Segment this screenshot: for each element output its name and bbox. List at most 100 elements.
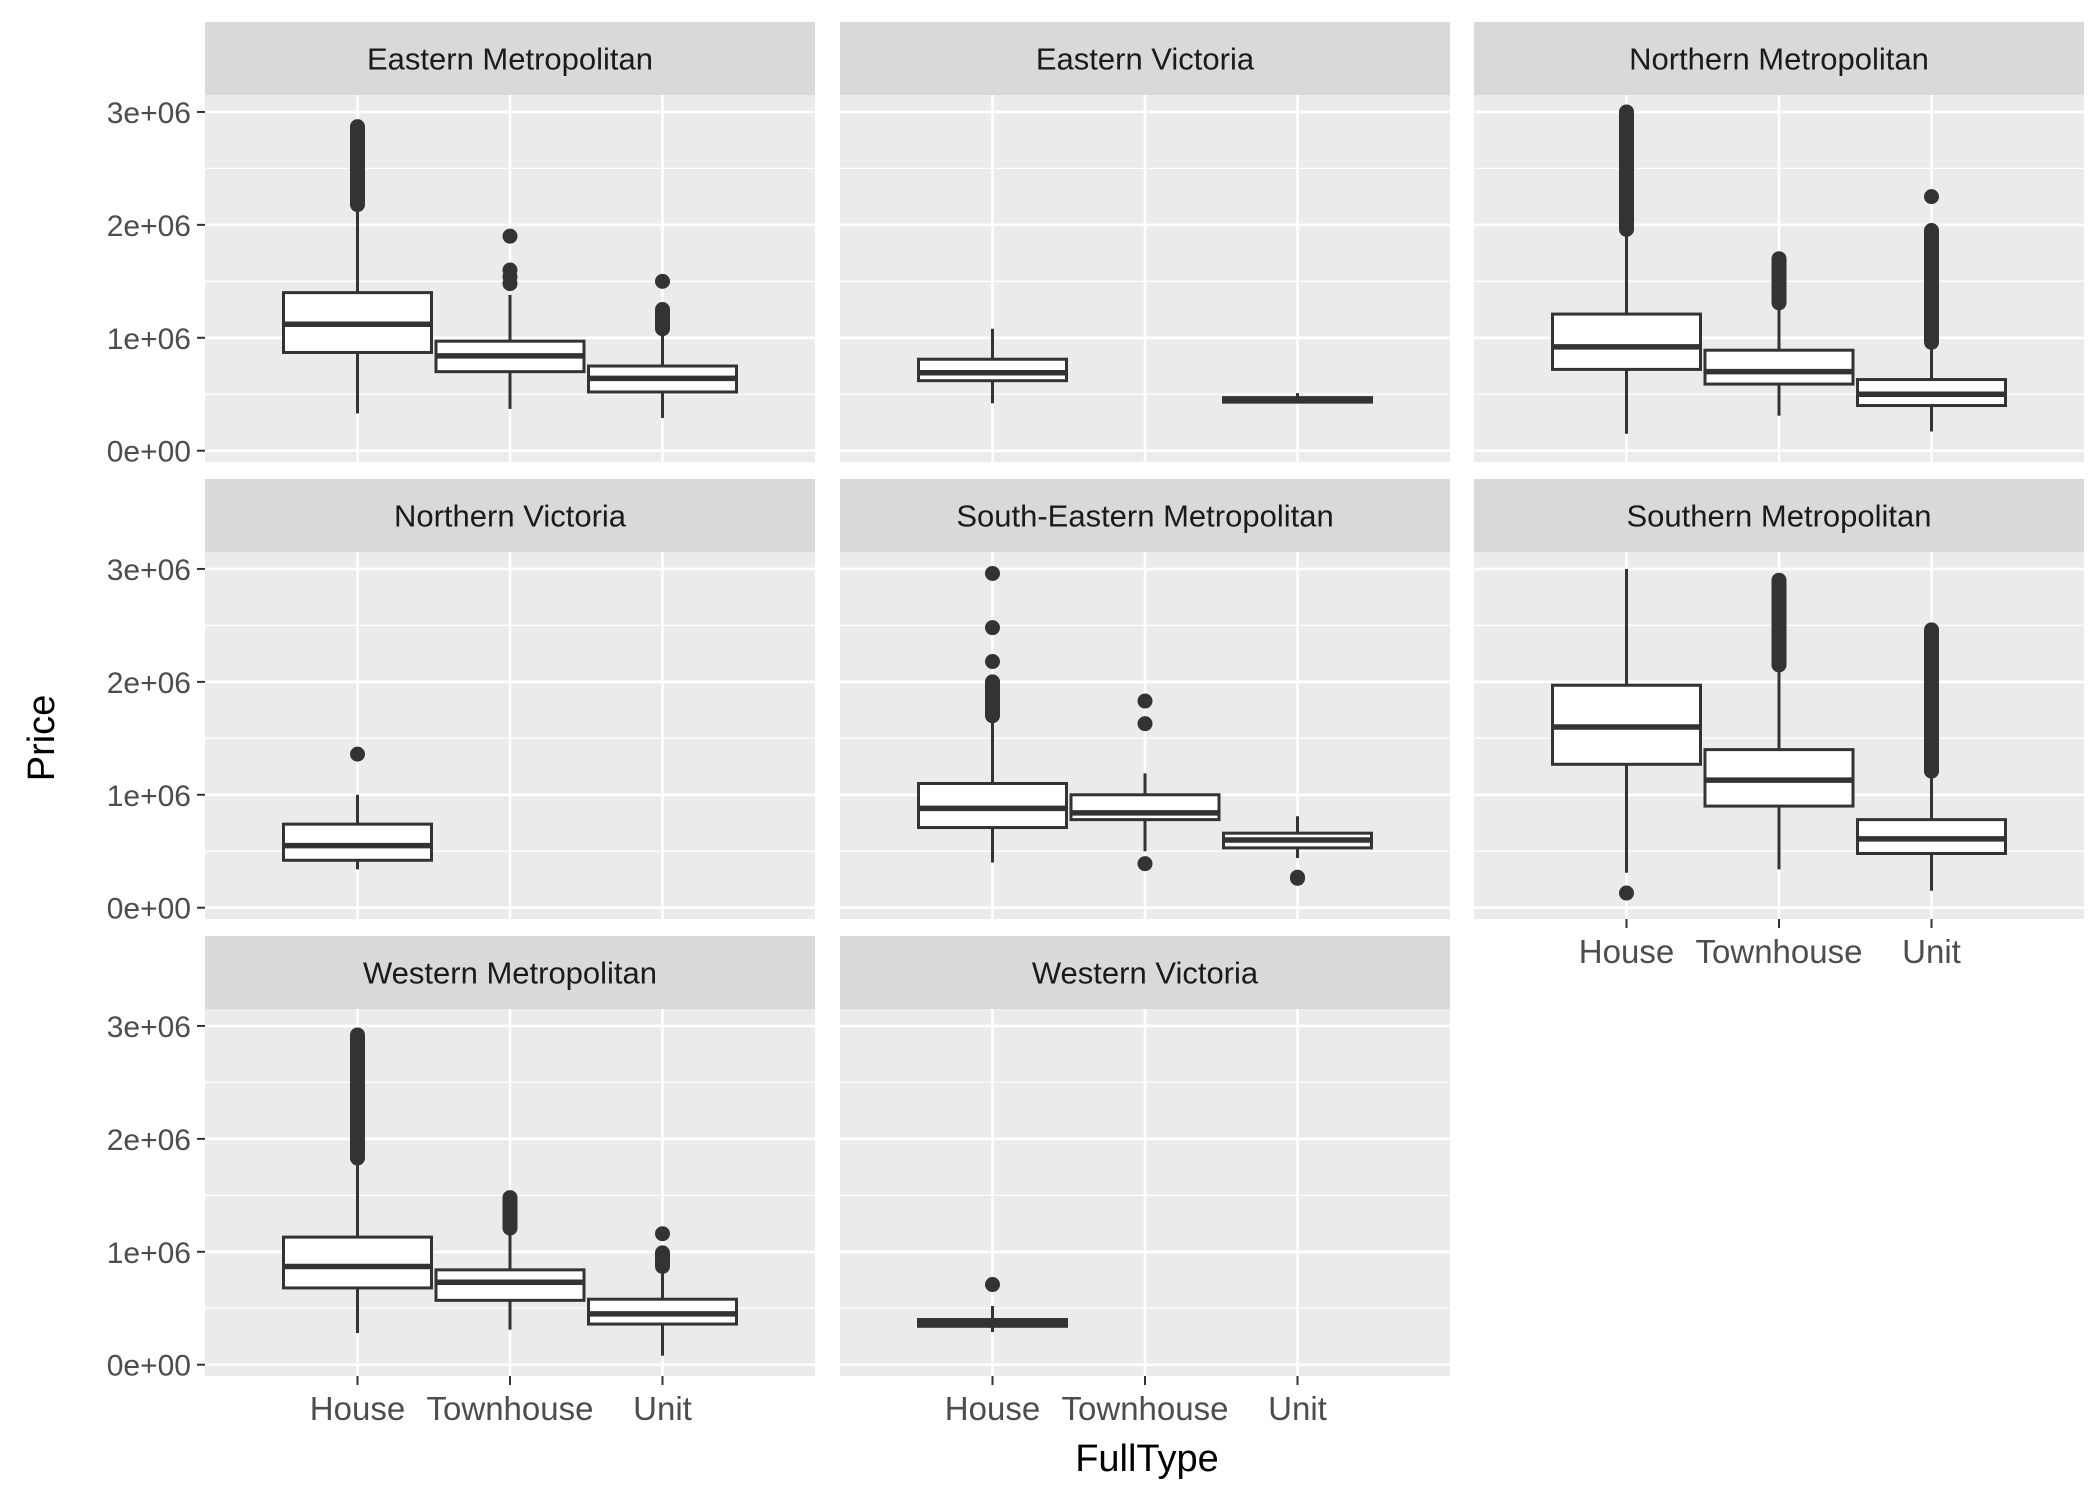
y-tick-label: 2e+06 [107, 1124, 191, 1157]
outlier-point [502, 228, 518, 244]
outlier-point [655, 273, 670, 289]
panel-eastern-victoria: Eastern Victoria [840, 22, 1450, 462]
panel-northern-victoria: Northern Victoria [205, 479, 815, 919]
x-axis-southern-metropolitan: House Townhouse Unit [1579, 919, 1961, 970]
y-axis-northern-victoria: 0e+00 1e+06 2e+06 3e+06 [107, 554, 205, 926]
x-tick-label: House [1579, 933, 1674, 970]
box-northern-metropolitan-house [1551, 104, 1702, 434]
strip-south-eastern-metropolitan [840, 479, 1450, 552]
x-tick-label: House [945, 1390, 1040, 1427]
strip-northern-metropolitan [1474, 22, 2084, 95]
strip-western-metropolitan [205, 936, 815, 1009]
panel-western-metropolitan: Western Metropolitan [205, 936, 815, 1376]
outlier-point [985, 565, 1000, 581]
outlier-point [655, 1226, 670, 1242]
x-axis-title: FullType [1075, 1438, 1219, 1480]
strip-label-northern-victoria: Northern Victoria [394, 499, 627, 534]
box-iqr [282, 822, 433, 862]
y-tick-label: 3e+06 [107, 1011, 191, 1044]
y-tick-label: 1e+06 [107, 780, 191, 813]
box-southern-metropolitan-unit [1856, 622, 2007, 891]
x-tick-label: House [310, 1390, 405, 1427]
x-tick-label: Unit [1902, 933, 1961, 970]
y-tick-label: 3e+06 [107, 97, 191, 130]
y-axis-western-metropolitan: 0e+00 1e+06 2e+06 3e+06 [107, 1011, 205, 1383]
y-tick-label: 0e+00 [107, 1350, 191, 1383]
box-northern-metropolitan-townhouse [1703, 251, 1855, 416]
outlier-point [1290, 870, 1305, 886]
box-south-eastern-metropolitan-house [917, 565, 1068, 863]
strip-label-western-metropolitan: Western Metropolitan [363, 956, 657, 991]
x-tick-label: Townhouse [427, 1390, 594, 1427]
outlier-point [985, 620, 1000, 636]
box-northern-metropolitan-unit [1856, 189, 2007, 432]
box-iqr [282, 1235, 433, 1290]
panel-western-victoria: Western Victoria [840, 936, 1450, 1376]
strip-label-northern-metropolitan: Northern Metropolitan [1629, 42, 1929, 77]
outlier-point [985, 1277, 1000, 1293]
y-axis-eastern-metropolitan: 0e+00 1e+06 2e+06 3e+06 [107, 97, 205, 469]
panel-south-eastern-metropolitan: South-Eastern Metropolitan [840, 479, 1450, 919]
outlier-point [350, 746, 365, 762]
box-iqr [917, 781, 1068, 830]
box-southern-metropolitan-house [1551, 568, 1702, 901]
y-tick-label: 1e+06 [107, 1237, 191, 1270]
x-tick-label: Townhouse [1696, 933, 1863, 970]
x-tick-label: Unit [633, 1390, 692, 1427]
outlier-point [1137, 856, 1153, 872]
y-axes-layer: 0e+00 1e+06 2e+06 3e+06 0e+00 1e+06 2e+06 3e+06… [107, 97, 205, 1383]
panel-eastern-metropolitan: Eastern Metropolitan [205, 22, 815, 462]
y-tick-label: 3e+06 [107, 554, 191, 587]
panel-southern-metropolitan: Southern Metropolitan [1474, 479, 2084, 919]
outlier-point [1924, 189, 1939, 205]
box-iqr [434, 1268, 586, 1302]
strip-label-southern-metropolitan: Southern Metropolitan [1626, 499, 1931, 534]
box-southern-metropolitan-townhouse [1703, 572, 1855, 870]
box-western-metropolitan-unit [587, 1226, 738, 1356]
box-northern-victoria-house [282, 746, 433, 870]
strip-label-south-eastern-metropolitan: South-Eastern Metropolitan [956, 499, 1333, 534]
box-south-eastern-metropolitan-unit [1222, 816, 1373, 886]
box-eastern-metropolitan-unit [587, 273, 738, 418]
box-eastern-metropolitan-house [282, 119, 433, 414]
x-tick-label: Unit [1268, 1390, 1327, 1427]
strip-label-eastern-victoria: Eastern Victoria [1036, 42, 1255, 77]
box-iqr [1551, 312, 1702, 371]
box-iqr [1069, 793, 1221, 822]
x-axis-western-victoria: House Townhouse Unit [945, 1376, 1327, 1427]
box-eastern-victoria-unit [1222, 393, 1373, 404]
outlier-point [985, 654, 1000, 670]
panels-layer: Eastern Metropolitan Eastern Victoria Nort… [205, 22, 2084, 1376]
box-iqr [917, 357, 1068, 383]
y-tick-label: 0e+00 [107, 436, 191, 469]
strip-label-eastern-metropolitan: Eastern Metropolitan [367, 42, 653, 77]
gridlines-western-victoria [840, 1009, 1450, 1376]
box-western-metropolitan-house [282, 1027, 433, 1334]
y-axis-title: Price [21, 695, 63, 782]
y-tick-label: 2e+06 [107, 667, 191, 700]
box-western-metropolitan-townhouse [434, 1190, 586, 1330]
strip-northern-victoria [205, 479, 815, 552]
y-tick-label: 1e+06 [107, 323, 191, 356]
strip-eastern-victoria [840, 22, 1450, 95]
strip-label-western-victoria: Western Victoria [1032, 956, 1259, 991]
y-tick-label: 0e+00 [107, 893, 191, 926]
strip-southern-metropolitan [1474, 479, 2084, 552]
box-south-eastern-metropolitan-townhouse [1069, 693, 1221, 872]
box-western-victoria-house [917, 1277, 1068, 1332]
box-eastern-metropolitan-townhouse [434, 228, 586, 409]
outlier-point [1137, 716, 1153, 732]
outlier-point [1137, 693, 1153, 709]
outlier-point [502, 262, 518, 278]
x-axis-western-metropolitan: House Townhouse Unit [310, 1376, 692, 1427]
x-tick-label: Townhouse [1062, 1390, 1229, 1427]
strip-eastern-metropolitan [205, 22, 815, 95]
y-tick-label: 2e+06 [107, 210, 191, 243]
box-iqr [1703, 348, 1855, 386]
panel-northern-metropolitan: Northern Metropolitan [1474, 22, 2084, 462]
outlier-point [1619, 885, 1634, 901]
box-eastern-victoria-house [917, 328, 1068, 404]
strip-western-victoria [840, 936, 1450, 1009]
